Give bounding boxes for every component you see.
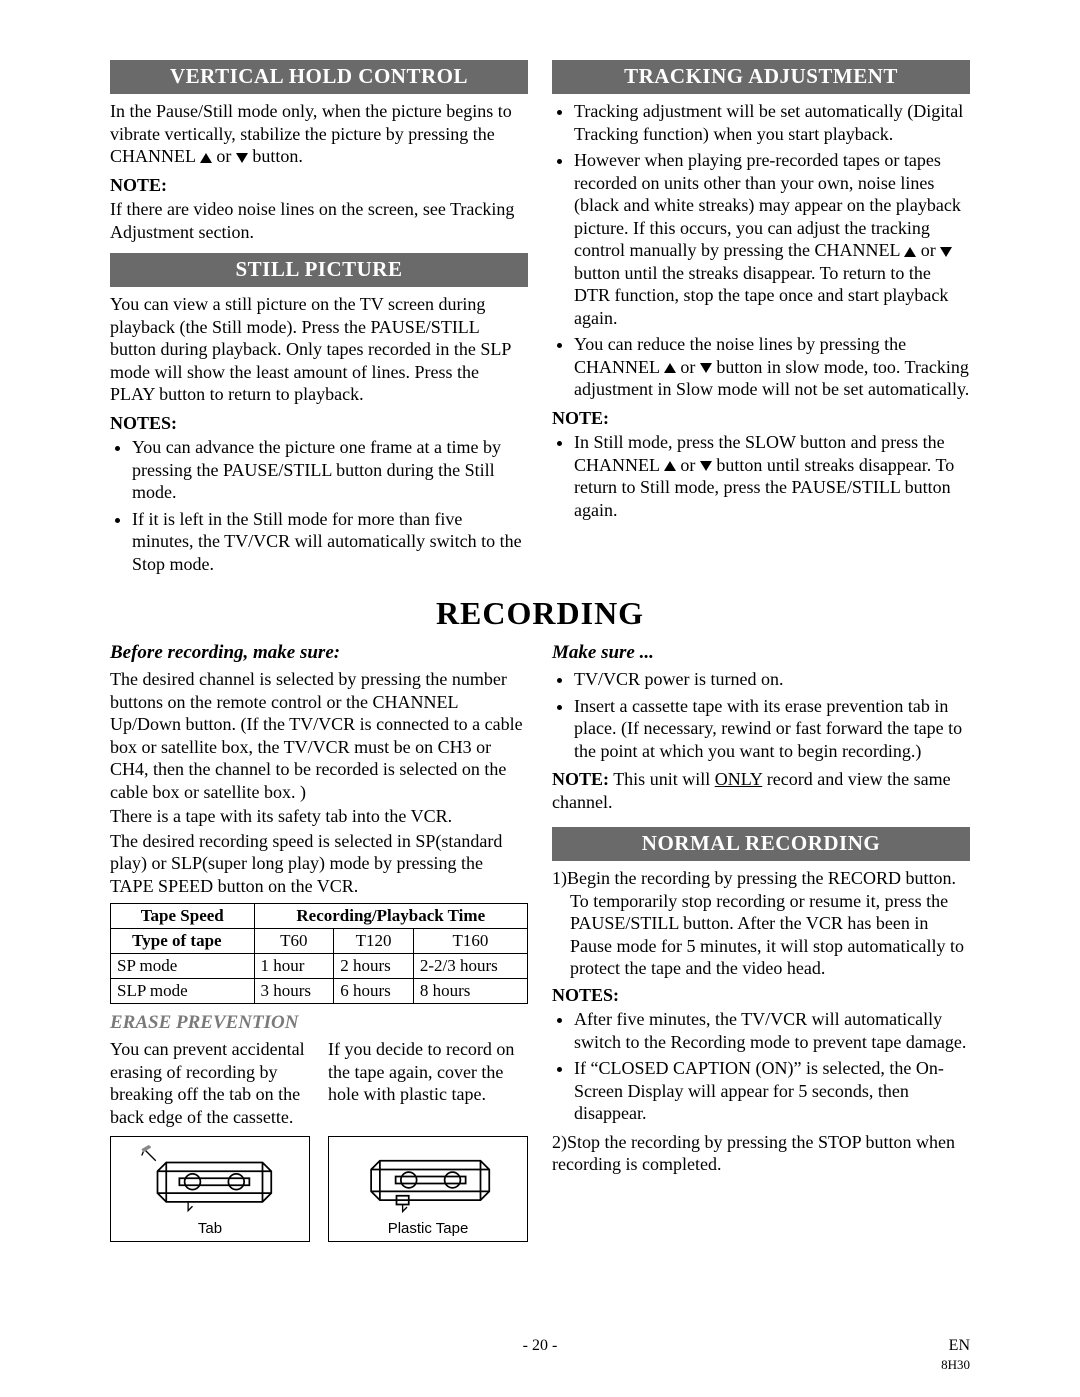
make-sure-label: Make sure ...: [552, 642, 970, 664]
list-item: Tracking adjustment will be set automati…: [574, 100, 970, 145]
table-cell: SLP mode: [111, 979, 255, 1004]
table-row: SP mode 1 hour 2 hours 2-2/3 hours: [111, 954, 528, 979]
footer-code: 8H30: [941, 1357, 970, 1373]
cassette-icon: [337, 1145, 519, 1215]
table-row: Tape Speed Recording/Playback Time: [111, 904, 528, 929]
list-item: In Still mode, press the SLOW button and…: [574, 431, 970, 521]
tracking-n1b: or: [676, 455, 700, 475]
triangle-down-icon: [700, 363, 712, 373]
still-notes-list: You can advance the picture one frame at…: [110, 436, 528, 575]
tracking-b2a: However when playing pre-recorded tapes …: [574, 150, 961, 260]
tape-speed-table: Tape Speed Recording/Playback Time Type …: [110, 903, 528, 1004]
vhold-text-c: button.: [248, 146, 303, 166]
triangle-down-icon: [700, 461, 712, 471]
cassette-illustrations: Tab Plastic Tape: [110, 1136, 528, 1242]
erase-prevention-label: ERASE PREVENTION: [110, 1012, 528, 1034]
recording-p1: The desired channel is selected by press…: [110, 668, 528, 803]
note-inline-label: NOTE:: [552, 769, 609, 789]
left-column-2: Before recording, make sure: The desired…: [110, 636, 528, 1242]
triangle-up-icon: [200, 153, 212, 163]
triangle-up-icon: [904, 247, 916, 257]
before-recording-label: Before recording, make sure:: [110, 642, 528, 664]
table-cell: 1 hour: [254, 954, 334, 979]
recording-p2: There is a tape with its safety tab into…: [110, 805, 528, 828]
notes-label: NOTES:: [110, 412, 528, 435]
cassette-tab-label: Tab: [119, 1220, 301, 1237]
heading-recording: RECORDING: [110, 595, 970, 632]
table-cell: T120: [334, 929, 414, 954]
table-cell: 2 hours: [334, 954, 414, 979]
note-label: NOTE:: [110, 174, 528, 197]
tracking-b2b: or: [916, 240, 940, 260]
triangle-up-icon: [664, 461, 676, 471]
erase-left-text: You can prevent accidental erasing of re…: [110, 1038, 310, 1128]
heading-vertical-hold: VERTICAL HOLD CONTROL: [110, 60, 528, 94]
normal-notes-list: After five minutes, the TV/VCR will auto…: [552, 1008, 970, 1125]
heading-normal-recording: NORMAL RECORDING: [552, 827, 970, 861]
cassette-tab-figure: Tab: [110, 1136, 310, 1242]
note-pre: This unit will: [609, 769, 715, 789]
tracking-b3b: or: [676, 357, 700, 377]
list-item: You can advance the picture one frame at…: [132, 436, 528, 504]
note-label: NOTE:: [552, 407, 970, 430]
cassette-plastic-figure: Plastic Tape: [328, 1136, 528, 1242]
list-item: You can reduce the noise lines by pressi…: [574, 333, 970, 401]
list-item: If “CLOSED CAPTION (ON)” is selected, th…: [574, 1057, 970, 1125]
recording-p3: The desired recording speed is selected …: [110, 830, 528, 898]
cassette-icon: [119, 1145, 301, 1215]
notes-label: NOTES:: [552, 984, 970, 1007]
page-number: - 20 -: [110, 1337, 970, 1355]
vhold-text-a: In the Pause/Still mode only, when the p…: [110, 101, 512, 166]
list-item: However when playing pre-recorded tapes …: [574, 149, 970, 329]
manual-page: VERTICAL HOLD CONTROL In the Pause/Still…: [0, 0, 1080, 1397]
table-header: Tape Speed: [111, 904, 255, 929]
table-header: Recording/Playback Time: [254, 904, 527, 929]
list-item: If it is left in the Still mode for more…: [132, 508, 528, 576]
normal-step-2: 2)Stop the recording by pressing the STO…: [552, 1131, 970, 1176]
vhold-text-b: or: [212, 146, 236, 166]
make-sure-note: NOTE: This unit will ONLY record and vie…: [552, 768, 970, 813]
triangle-up-icon: [664, 363, 676, 373]
right-column-2: Make sure ... TV/VCR power is turned on.…: [552, 636, 970, 1242]
list-item: After five minutes, the TV/VCR will auto…: [574, 1008, 970, 1053]
left-column: VERTICAL HOLD CONTROL In the Pause/Still…: [110, 60, 528, 581]
heading-still-picture: STILL PICTURE: [110, 253, 528, 287]
table-row: SLP mode 3 hours 6 hours 8 hours: [111, 979, 528, 1004]
table-cell: T160: [413, 929, 527, 954]
table-cell: 2-2/3 hours: [413, 954, 527, 979]
upper-columns: VERTICAL HOLD CONTROL In the Pause/Still…: [110, 60, 970, 581]
note-only: ONLY: [715, 769, 763, 789]
vhold-paragraph: In the Pause/Still mode only, when the p…: [110, 100, 528, 168]
table-cell: 6 hours: [334, 979, 414, 1004]
step1-line1: 1)Begin the recording by pressing the RE…: [552, 868, 956, 888]
make-sure-list: TV/VCR power is turned on. Insert a cass…: [552, 668, 970, 762]
tracking-note-list: In Still mode, press the SLOW button and…: [552, 431, 970, 521]
list-item: Insert a cassette tape with its erase pr…: [574, 695, 970, 763]
lower-columns: Before recording, make sure: The desired…: [110, 636, 970, 1242]
table-cell: 8 hours: [413, 979, 527, 1004]
step1-line2: To temporarily stop recording or resume …: [552, 890, 970, 980]
list-item: TV/VCR power is turned on.: [574, 668, 970, 691]
heading-tracking: TRACKING ADJUSTMENT: [552, 60, 970, 94]
page-footer: - 20 - EN: [110, 1337, 970, 1355]
normal-step-1: 1)Begin the recording by pressing the RE…: [552, 867, 970, 980]
tracking-b2c: button until the streaks disappear. To r…: [574, 263, 948, 328]
cassette-plastic-label: Plastic Tape: [337, 1220, 519, 1237]
tracking-list: Tracking adjustment will be set automati…: [552, 100, 970, 401]
table-cell-empty: [111, 929, 127, 954]
triangle-down-icon: [236, 153, 248, 163]
still-paragraph: You can view a still picture on the TV s…: [110, 293, 528, 406]
right-column: TRACKING ADJUSTMENT Tracking adjustment …: [552, 60, 970, 581]
table-cell: Type of tape: [126, 929, 254, 954]
table-cell: SP mode: [111, 954, 255, 979]
vhold-note: If there are video noise lines on the sc…: [110, 198, 528, 243]
erase-right-text: If you decide to record on the tape agai…: [328, 1038, 528, 1128]
triangle-down-icon: [940, 247, 952, 257]
table-cell: 3 hours: [254, 979, 334, 1004]
table-row: Type of tape T60 T120 T160: [111, 929, 528, 954]
erase-prevention-text: You can prevent accidental erasing of re…: [110, 1038, 528, 1128]
table-cell: T60: [254, 929, 334, 954]
